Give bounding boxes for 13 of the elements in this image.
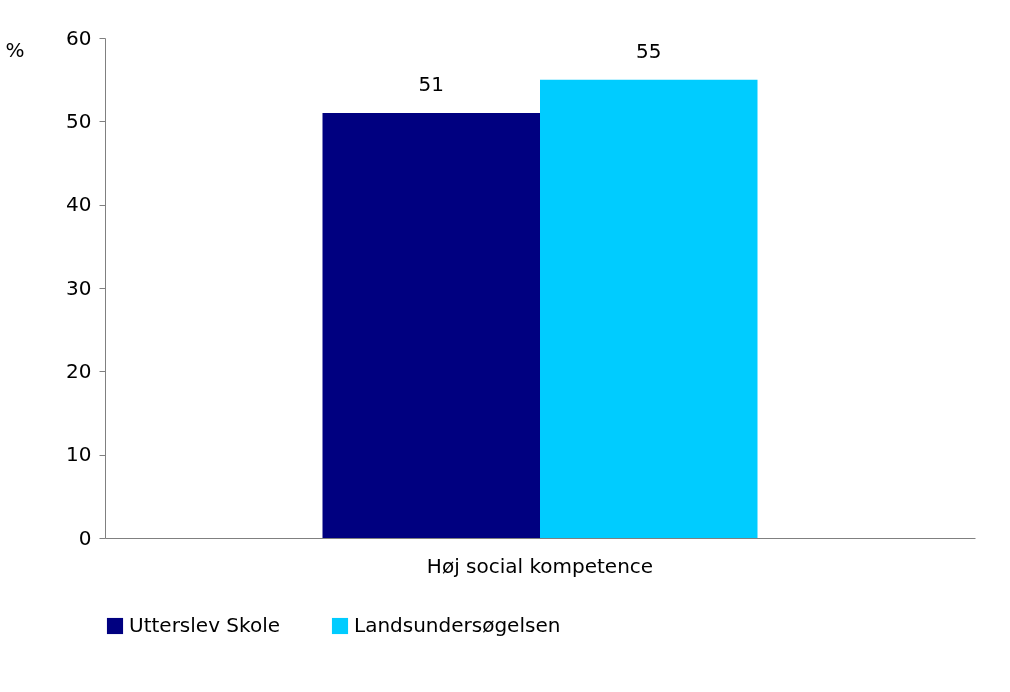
data-label: 55 (636, 38, 662, 63)
y-tick-label: 50 (66, 108, 92, 133)
y-tick-label: 30 (66, 275, 92, 300)
y-tick-label: 20 (66, 358, 92, 383)
y-tick-label: 60 (66, 25, 92, 50)
legend-label: Utterslev Skole (129, 613, 280, 637)
x-tick-label: Høj social kompetence (426, 553, 654, 578)
y-tick-label: 10 (66, 442, 92, 467)
legend-label: Landsundersøgelsen (354, 613, 561, 637)
data-label: 51 (418, 72, 444, 96)
y-axis-title: % (5, 37, 25, 62)
y-tick-label: 0 (78, 525, 92, 550)
y-tick-label: 40 (66, 192, 92, 217)
